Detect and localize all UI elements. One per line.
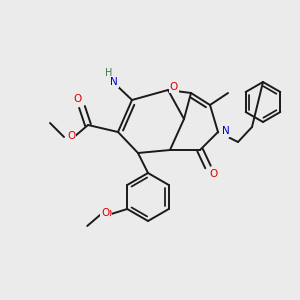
Text: O: O — [209, 169, 217, 179]
Text: O: O — [66, 132, 74, 142]
Text: O: O — [170, 82, 178, 92]
Text: O: O — [74, 94, 82, 104]
Text: H: H — [105, 69, 113, 79]
Text: N: N — [109, 77, 117, 87]
Text: H: H — [105, 68, 113, 78]
Text: N: N — [222, 126, 230, 136]
Text: O: O — [67, 131, 75, 141]
Text: N: N — [110, 77, 118, 87]
Text: O: O — [103, 209, 111, 219]
Text: O: O — [208, 170, 216, 180]
Text: O: O — [170, 81, 178, 91]
Text: O: O — [101, 208, 109, 218]
Text: O: O — [73, 95, 81, 105]
Text: N: N — [220, 127, 228, 137]
